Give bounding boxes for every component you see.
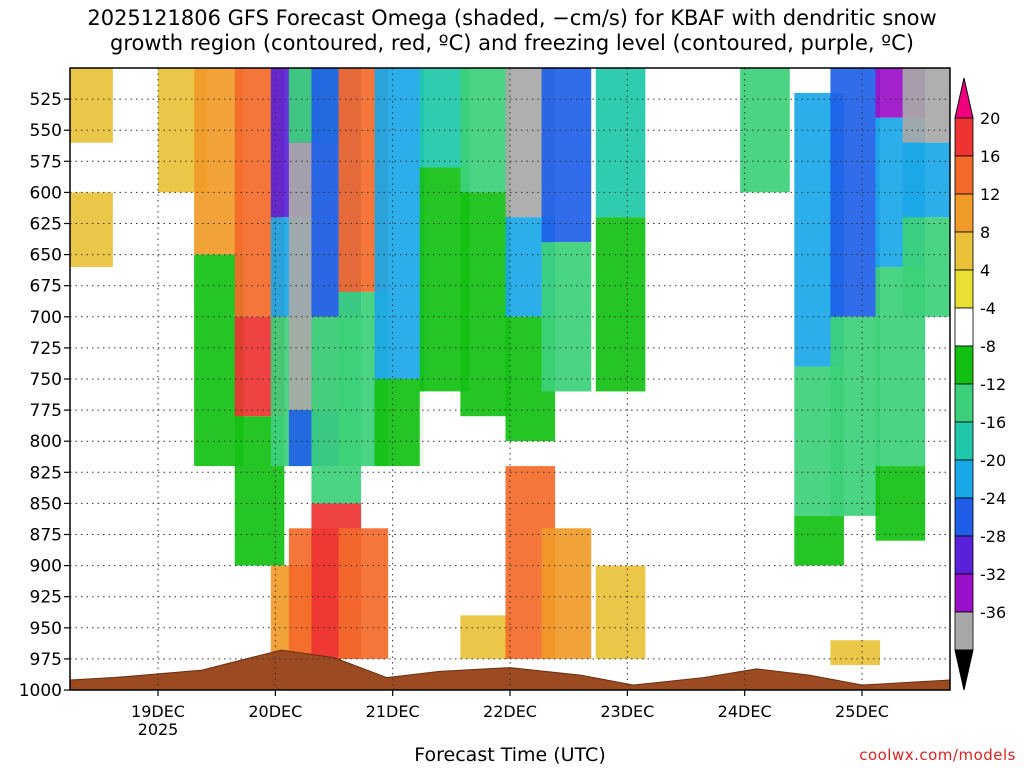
y-tick-label: 625 (30, 215, 62, 235)
y-tick-label: 1000 (19, 681, 62, 701)
y-tick-label: 725 (30, 339, 62, 359)
x-tick-sublabel: 2025 (138, 720, 179, 739)
omega-cell (460, 192, 510, 417)
x-tick-label: 25DEC (835, 702, 889, 721)
colorbar-bin (954, 497, 974, 537)
omega-cell (541, 528, 592, 659)
omega-cell (595, 565, 646, 659)
omega-cell (595, 68, 646, 218)
colorbar-bin (954, 649, 974, 691)
x-tick-label: 20DEC (248, 702, 302, 721)
colorbar-bin (954, 155, 974, 195)
colorbar-bin (954, 193, 974, 233)
omega-cell (658, 242, 709, 392)
colorbar-label: 16 (980, 147, 1000, 166)
y-tick-label: 600 (30, 183, 62, 203)
plot-area (70, 68, 950, 690)
colorbar-label: -28 (980, 527, 1006, 546)
colorbar-bin (954, 459, 974, 499)
source-credit: coolwx.com/models (859, 746, 1016, 764)
omega-cell (70, 68, 113, 143)
colorbar-bin (954, 573, 974, 613)
x-tick-label: 22DEC (483, 702, 537, 721)
y-tick-label: 775 (30, 401, 62, 421)
y-tick-label: 975 (30, 650, 62, 670)
colorbar-bin (954, 117, 974, 157)
colorbar-label: -4 (980, 299, 996, 318)
x-tick-label: 23DEC (600, 702, 654, 721)
colorbar-label: -12 (980, 375, 1006, 394)
colorbar-label: -8 (980, 337, 996, 356)
y-tick-label: 900 (30, 557, 62, 577)
omega-cell (830, 640, 881, 666)
y-tick-label: 925 (30, 588, 62, 608)
colorbar-bin (954, 611, 974, 651)
omega-cell (595, 217, 646, 392)
x-tick-label: 19DEC (131, 702, 185, 721)
y-tick-label: 550 (30, 121, 62, 141)
omega-cell (902, 142, 950, 218)
y-tick-label: 575 (30, 152, 62, 172)
x-tick-label: 24DEC (718, 702, 772, 721)
omega-cell (902, 217, 950, 317)
y-tick-label: 650 (30, 246, 62, 266)
omega-cell (541, 68, 592, 243)
colorbar-bin (954, 421, 974, 461)
y-tick-label: 800 (30, 432, 62, 452)
chart-title-line-2: growth region (contoured, red, ºC) and f… (110, 31, 914, 55)
colorbar-bin (954, 77, 974, 119)
y-tick-label: 875 (30, 526, 62, 546)
omega-cell (374, 379, 425, 467)
omega-cell (740, 192, 790, 367)
colorbar-label: 12 (980, 185, 1000, 204)
omega-cell (875, 466, 926, 541)
colorbar-bin (954, 535, 974, 575)
chart-title-line-1: 2025121806 GFS Forecast Omega (shaded, −… (87, 6, 937, 30)
omega-cell (460, 416, 510, 541)
colorbar-label: -24 (980, 489, 1006, 508)
colorbar-bin (954, 307, 974, 347)
colorbar-bin (954, 231, 974, 271)
omega-cell (830, 68, 881, 317)
colorbar: 20 16 12 8 4 -4 -8 -12 -16 -20 -24 -28 -32 -36 (954, 77, 1006, 691)
colorbar-label: 8 (980, 223, 990, 242)
chart-title: 2025121806 GFS Forecast Omega (shaded, −… (0, 6, 1024, 56)
omega-cell (374, 68, 425, 379)
y-tick-label: 950 (30, 619, 62, 639)
x-axis-label: Forecast Time (UTC) (414, 744, 606, 766)
y-tick-label: 750 (30, 370, 62, 390)
colorbar-label: 4 (980, 261, 990, 280)
colorbar-label: -36 (980, 603, 1006, 622)
y-tick-label: 850 (30, 494, 62, 514)
omega-cell (460, 68, 510, 193)
omega-cell (830, 316, 881, 516)
axes: 525 550 575 600 625 650 675 700 725 750 775 800 825 8… (19, 67, 951, 739)
colorbar-bin (954, 383, 974, 423)
x-tick-label: 21DEC (366, 702, 420, 721)
omega-cell (902, 68, 950, 143)
colorbar-label: -20 (980, 451, 1006, 470)
colorbar-bin (954, 345, 974, 385)
y-tick-label: 525 (30, 90, 62, 110)
colorbar-bin (954, 269, 974, 309)
omega-cell (70, 192, 113, 268)
omega-cell (460, 615, 510, 659)
y-tick-label: 675 (30, 277, 62, 297)
colorbar-label: -32 (980, 565, 1006, 584)
colorbar-label: 20 (980, 109, 1000, 128)
omega-cell (338, 528, 389, 659)
y-tick-label: 825 (30, 463, 62, 483)
omega-cell (740, 68, 790, 193)
omega-cell (794, 515, 844, 566)
y-tick-label: 700 (30, 308, 62, 328)
colorbar-label: -16 (980, 413, 1006, 432)
